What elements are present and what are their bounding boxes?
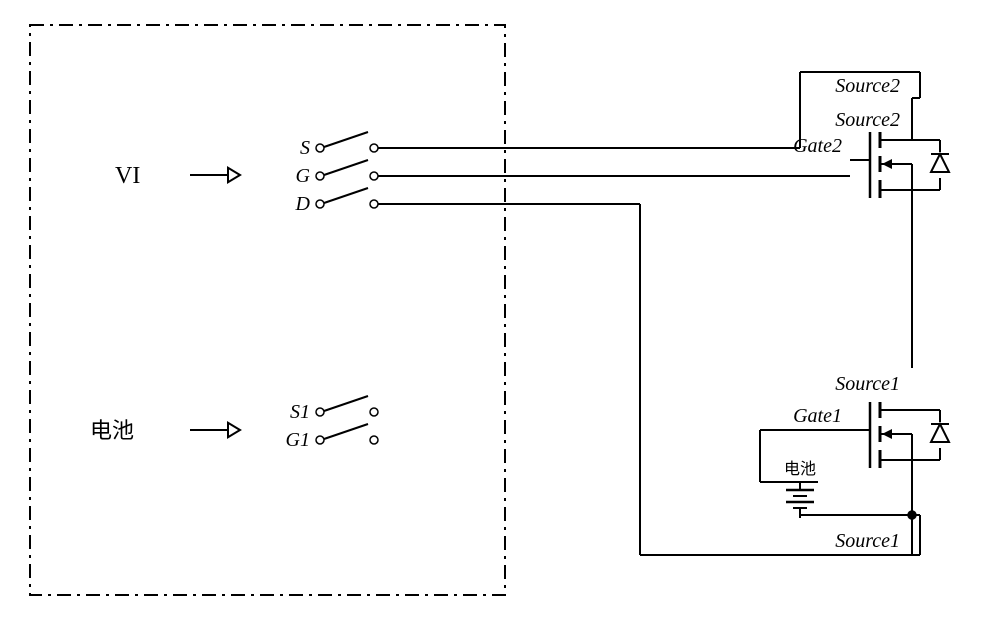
switch-d (324, 188, 368, 203)
arrow-vi (228, 168, 240, 182)
label-switch-d: D (295, 193, 311, 215)
label-battery-symbol: 电池 (784, 460, 816, 478)
switch-g1 (324, 424, 368, 439)
label-switch-g1: G1 (286, 429, 310, 451)
switch-g (324, 160, 368, 175)
label-source2: Source2 (835, 75, 900, 97)
label-switch-g: G (296, 165, 311, 187)
label-switch-s1: S1 (290, 401, 310, 423)
label-source1: Source1 (835, 530, 900, 552)
circuit-diagram: VI 电池 SGD S1 G1 Gate2 Source2 Gate1 Source1 电池 Sou… (0, 0, 1000, 617)
label-switch-s: S (300, 137, 310, 159)
svg-text:Source2: Source2 (835, 109, 900, 131)
switch-s1 (324, 396, 368, 411)
label-vi: VI (115, 163, 140, 189)
arrow-battery (228, 423, 240, 437)
switch-s (324, 132, 368, 147)
dashed-boundary (30, 25, 505, 595)
svg-text:Gate2: Gate2 (793, 135, 842, 157)
label-battery-cn: 电池 (90, 418, 134, 443)
svg-text:Source1: Source1 (835, 373, 900, 395)
svg-text:Gate1: Gate1 (793, 405, 842, 427)
